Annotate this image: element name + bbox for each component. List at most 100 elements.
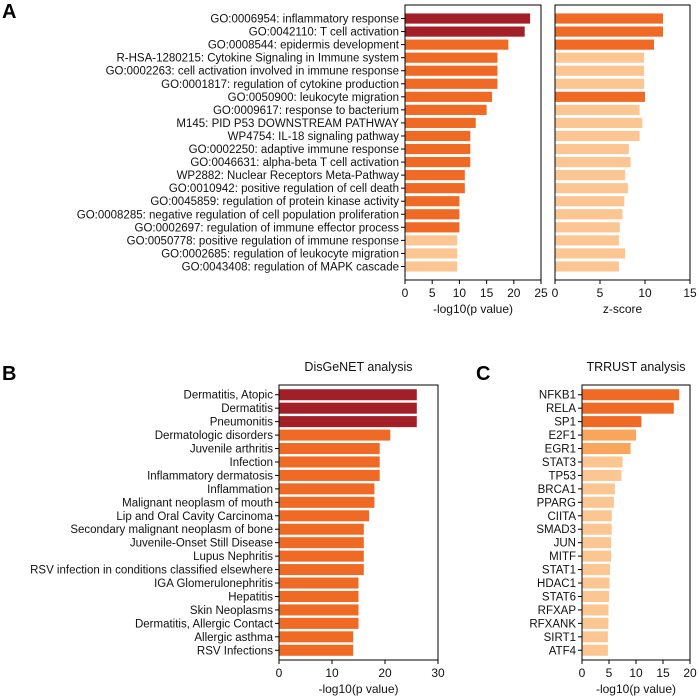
category-label: RFXANK bbox=[529, 618, 576, 630]
bar bbox=[555, 117, 643, 129]
bar bbox=[405, 91, 493, 102]
bar bbox=[405, 209, 460, 220]
bar bbox=[279, 564, 364, 576]
category-label: GO:0050778: positive regulation of immun… bbox=[127, 235, 399, 247]
bar bbox=[555, 13, 663, 24]
category-label: GO:0050900: leukocyte migration bbox=[228, 92, 399, 104]
bar bbox=[405, 170, 465, 181]
bar bbox=[405, 183, 465, 194]
category-label: MITF bbox=[549, 551, 576, 563]
category-label: GO:0008285: negative regulation of cell … bbox=[77, 209, 399, 221]
category-label: GO:0045859: regulation of protein kinase… bbox=[150, 196, 399, 208]
bar bbox=[582, 644, 608, 656]
x-tick-label: 0 bbox=[552, 286, 559, 300]
category-label: SIRT1 bbox=[544, 632, 576, 644]
x-axis-label: z-score bbox=[603, 302, 643, 316]
category-label: WP4754: IL-18 signaling pathway bbox=[228, 131, 400, 143]
x-tick-label: 20 bbox=[683, 666, 697, 680]
bar bbox=[582, 483, 615, 495]
bar bbox=[582, 389, 680, 401]
x-axis-label: -log10(p value) bbox=[433, 302, 513, 316]
panel-label-c: C bbox=[476, 363, 490, 385]
category-label: M145: PID P53 DOWNSTREAM PATHWAY bbox=[176, 118, 399, 130]
bar bbox=[405, 156, 471, 168]
bar bbox=[555, 222, 620, 233]
category-label: STAT6 bbox=[542, 591, 576, 603]
bar bbox=[555, 78, 645, 89]
bar bbox=[555, 156, 631, 168]
category-label: Infection bbox=[230, 457, 273, 469]
panel-label-b: B bbox=[2, 363, 16, 385]
category-label: STAT3 bbox=[542, 457, 576, 469]
category-label: GO:0043408: regulation of MAPK cascade bbox=[182, 261, 399, 273]
category-label: RSV Infections bbox=[197, 645, 273, 657]
x-axis-label: -log10(p value) bbox=[318, 682, 398, 696]
bar bbox=[405, 39, 509, 50]
plot-frame bbox=[554, 4, 691, 281]
bar bbox=[582, 604, 609, 616]
x-tick-label: 0 bbox=[579, 666, 586, 680]
x-tick-label: 5 bbox=[606, 666, 613, 680]
bar bbox=[405, 13, 531, 24]
category-label: RSV infection in conditions classified e… bbox=[30, 565, 273, 577]
x-tick-label: 15 bbox=[683, 286, 697, 300]
category-label: EGR1 bbox=[545, 444, 576, 456]
category-label: Inflammation bbox=[207, 484, 273, 496]
bar bbox=[582, 537, 612, 549]
bar bbox=[555, 183, 628, 194]
category-label: Secondary malignant neoplasm of bone bbox=[70, 524, 273, 536]
category-label: GO:0046631: alpha-beta T cell activation bbox=[190, 157, 399, 169]
category-label: GO:0002250: adaptive immune response bbox=[189, 144, 399, 156]
bar bbox=[582, 523, 612, 535]
bar bbox=[405, 65, 498, 76]
bar bbox=[405, 52, 498, 63]
category-label: GO:0006954: inflammatory response bbox=[210, 14, 399, 26]
bar bbox=[279, 550, 364, 562]
x-tick-label: 25 bbox=[534, 286, 548, 300]
bar bbox=[582, 456, 623, 468]
x-axis-label: -log10(p value) bbox=[596, 682, 676, 696]
category-label: Juvenile arthritis bbox=[190, 444, 273, 456]
category-label: GO:0009617: response to bacterium bbox=[213, 105, 399, 117]
category-label: Malignant neoplasm of mouth bbox=[122, 497, 273, 509]
bar bbox=[582, 631, 608, 643]
bar bbox=[279, 496, 375, 508]
category-label: GO:0002685: regulation of leukocyte migr… bbox=[161, 248, 399, 260]
bar bbox=[405, 26, 525, 37]
panel-a-zscore-chart: 0 5 10 15 z-score bbox=[552, 4, 697, 316]
bar bbox=[582, 469, 622, 481]
category-label: GO:0002697: regulation of immune effecto… bbox=[135, 222, 400, 234]
bar bbox=[555, 65, 645, 76]
bar bbox=[279, 469, 380, 481]
bar bbox=[582, 416, 642, 428]
x-tick-label: 15 bbox=[656, 666, 670, 680]
plot-frame bbox=[278, 384, 439, 661]
category-label: SMAD3 bbox=[536, 524, 576, 536]
category-label: BRCA1 bbox=[538, 484, 576, 496]
bar bbox=[279, 631, 354, 643]
bar bbox=[582, 510, 612, 522]
bar bbox=[555, 209, 623, 220]
x-tick-label: 30 bbox=[431, 666, 445, 680]
category-label: Juvenile-Onset Still Disease bbox=[130, 538, 273, 550]
bar bbox=[405, 248, 458, 259]
category-label: WP2882: Nuclear Receptors Meta-Pathway bbox=[177, 170, 400, 182]
bar bbox=[582, 550, 612, 562]
category-label: SP1 bbox=[554, 417, 576, 429]
bar bbox=[279, 604, 359, 616]
bar bbox=[582, 564, 611, 576]
bar bbox=[582, 617, 609, 629]
category-label: Hepatitis bbox=[228, 591, 273, 603]
bar bbox=[405, 104, 487, 115]
x-tick-label: 10 bbox=[325, 666, 339, 680]
bar bbox=[279, 617, 359, 629]
x-tick-label: 20 bbox=[378, 666, 392, 680]
bar bbox=[405, 261, 458, 272]
bar bbox=[582, 402, 674, 414]
bar bbox=[582, 496, 614, 508]
category-label: Inflammatory dermatosis bbox=[147, 470, 273, 482]
bar bbox=[555, 39, 654, 50]
bar bbox=[555, 170, 626, 181]
bar bbox=[555, 196, 625, 207]
